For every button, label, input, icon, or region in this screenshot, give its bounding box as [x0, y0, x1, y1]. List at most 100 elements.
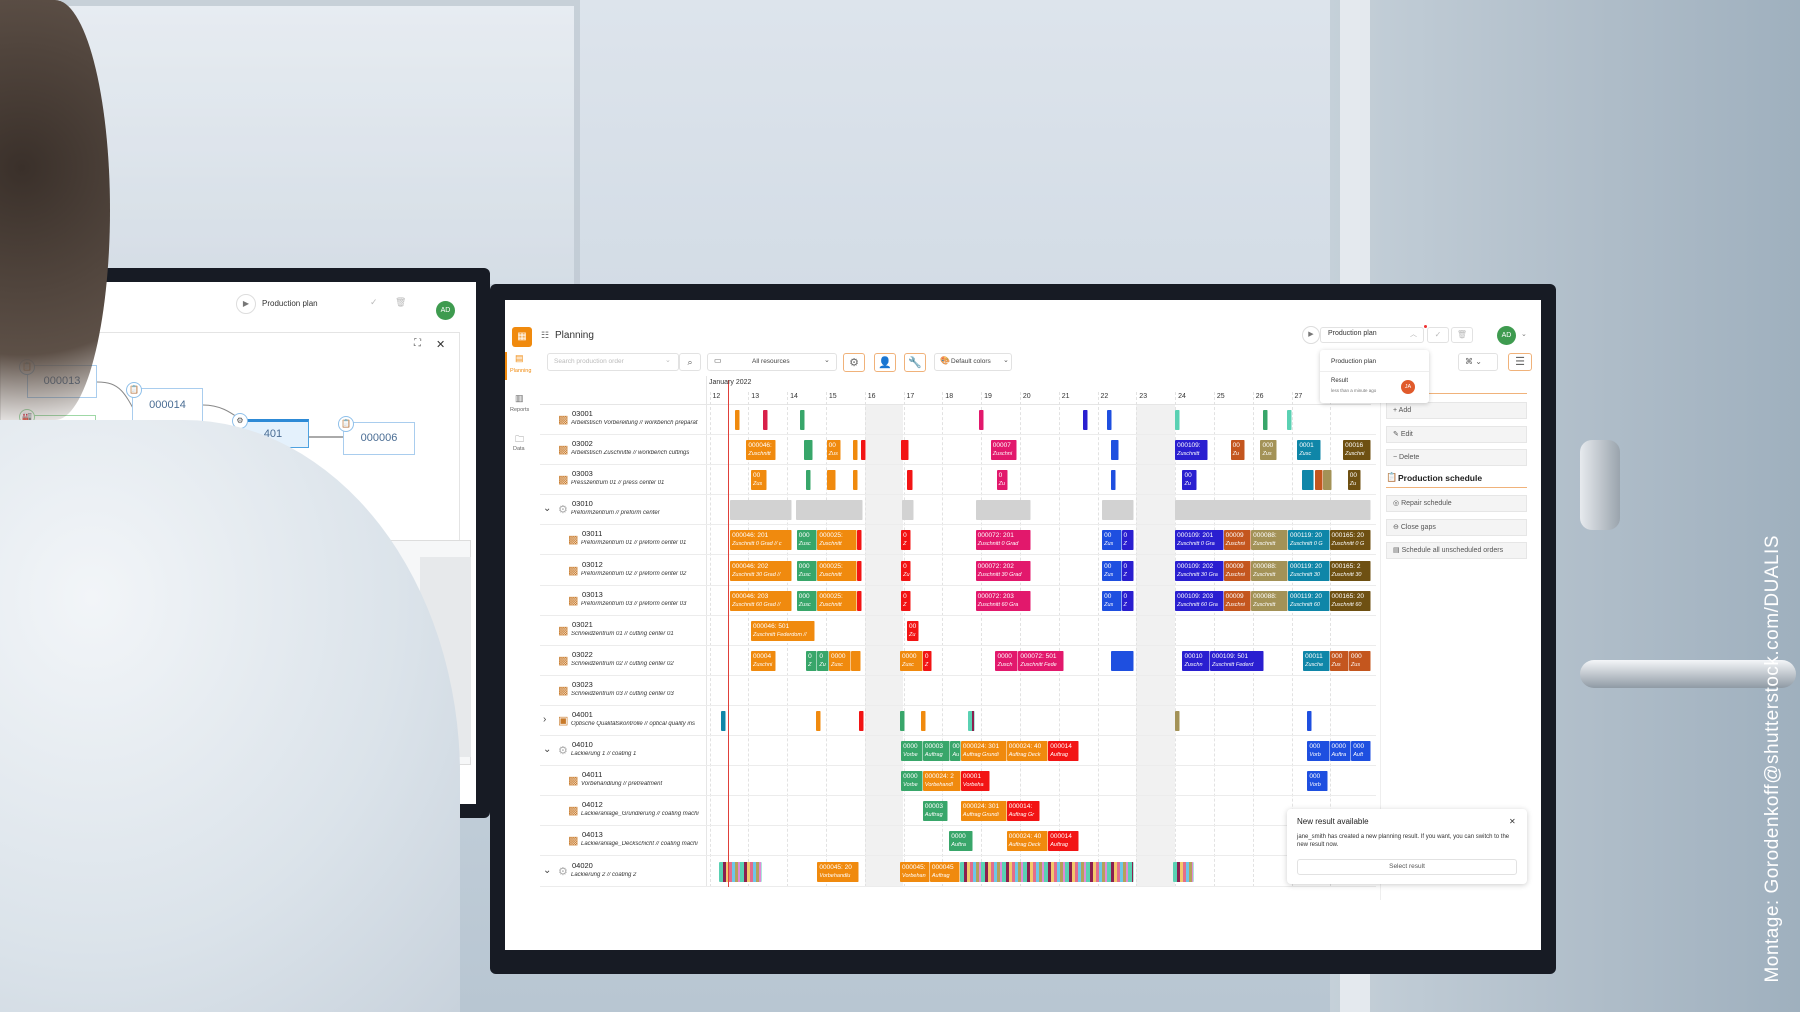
- panel-edit-button[interactable]: ✎ Edit: [1386, 425, 1527, 443]
- resource-row[interactable]: [540, 616, 1376, 646]
- gantt-bar[interactable]: 000088: Zuschnitt: [1251, 590, 1288, 611]
- schedule-action-button[interactable]: ⊖ Close gaps: [1386, 518, 1527, 536]
- gantt-bar[interactable]: [803, 440, 813, 461]
- gantt-bar[interactable]: 00004 Zuschni: [751, 650, 777, 671]
- gantt-bar[interactable]: [906, 470, 913, 491]
- gantt-bar[interactable]: [1111, 470, 1117, 491]
- gantt-bar[interactable]: [1082, 410, 1088, 430]
- gantt-bar[interactable]: [975, 500, 1031, 521]
- app-logo[interactable]: ▦: [512, 327, 532, 347]
- schedule-action-button[interactable]: ◎ Repair schedule: [1386, 495, 1527, 512]
- gantt-bar[interactable]: 00 Zu: [1230, 440, 1245, 461]
- gantt-bar[interactable]: 0000 Auftra: [949, 831, 974, 852]
- gantt-bar[interactable]: [1262, 410, 1268, 430]
- plan-option[interactable]: Production plan: [1331, 358, 1377, 365]
- resource-row[interactable]: [540, 525, 1376, 556]
- gantt-bar[interactable]: [853, 440, 859, 461]
- resource-row[interactable]: [540, 826, 1376, 857]
- gantt-bar[interactable]: 000024: 301 Auftrag Grundi: [960, 741, 1007, 762]
- gantt-bar[interactable]: 00 Zus: [751, 470, 767, 491]
- gantt-bar[interactable]: 000024: 301 Auftrag Grundi: [960, 801, 1007, 822]
- view-options-button[interactable]: ⌘ ⌄: [1458, 353, 1498, 371]
- gantt-bar[interactable]: 000119: 20 Zuschnitt 30: [1288, 560, 1330, 581]
- gantt-bar[interactable]: 000046: 501 Zuschnitt Federdom //: [751, 620, 816, 641]
- search-input[interactable]: [547, 353, 679, 371]
- tools-button[interactable]: 🔧: [904, 353, 926, 372]
- gantt-bar[interactable]: 000 Zusc: [796, 590, 818, 611]
- gantt-bar[interactable]: 000025: Zuschnitt: [817, 560, 857, 581]
- close-icon[interactable]: ✕: [436, 339, 446, 351]
- resource-row[interactable]: [540, 465, 1376, 496]
- left-avatar[interactable]: AD: [436, 301, 455, 320]
- gantt-bar[interactable]: 000109: 501 Zuschnitt Federd: [1210, 650, 1264, 671]
- left-check-icon[interactable]: ✓: [370, 297, 378, 307]
- gantt-bar[interactable]: [902, 500, 914, 521]
- gantt-bar[interactable]: [730, 500, 793, 521]
- gantt-bar[interactable]: [1102, 500, 1135, 521]
- gantt-bar[interactable]: [900, 711, 905, 731]
- gantt-bar[interactable]: 000119: 20 Zuschnitt 60: [1288, 590, 1330, 611]
- diagram-node[interactable]: 000014: [132, 388, 203, 423]
- gantt-bar[interactable]: [858, 711, 864, 731]
- gantt-bar[interactable]: [1175, 711, 1181, 731]
- gantt-bar[interactable]: 0000 Zusch: [995, 650, 1019, 671]
- select-result-button[interactable]: Select result: [1297, 859, 1517, 875]
- gantt-bar[interactable]: 000 Zusc: [796, 560, 818, 581]
- gantt-bar[interactable]: 0000 Zusc: [829, 650, 851, 671]
- gantt-bar[interactable]: 000046: 202 Zuschnitt 30 Grad //: [730, 560, 793, 581]
- gantt-bar[interactable]: 00010 Zuschn: [1182, 650, 1211, 671]
- close-icon[interactable]: ✕: [1509, 817, 1516, 826]
- gantt-bar[interactable]: [1286, 410, 1292, 430]
- gantt-bar[interactable]: 000165: 20 Zuschnitt 60: [1329, 590, 1371, 611]
- gantt-bar[interactable]: 000072: 202 Zuschnitt 30 Grad: [975, 560, 1031, 581]
- gantt-bar[interactable]: 000 Zus: [1260, 440, 1277, 461]
- gantt-bar[interactable]: 0000 Auftra: [1329, 741, 1352, 762]
- resource-row[interactable]: [540, 676, 1376, 706]
- gantt-bar[interactable]: [860, 440, 866, 461]
- nav-planning[interactable]: Planning: [510, 368, 532, 374]
- gantt-bar[interactable]: 000088: Zuschnitt: [1251, 530, 1288, 551]
- gantt-bar[interactable]: 00 Zu: [1182, 470, 1198, 491]
- gantt-bar[interactable]: 000109: 202 Zuschnitt 30 Gra: [1175, 560, 1224, 581]
- gantt-bar[interactable]: 000 Zus: [1329, 650, 1349, 671]
- gantt-bar[interactable]: 000025: Zuschnitt: [817, 530, 857, 551]
- gantt-bar[interactable]: [959, 861, 1135, 882]
- plan-select[interactable]: [1320, 327, 1424, 343]
- gantt-bar[interactable]: 000024: 2 Vorbehandl: [922, 771, 961, 792]
- gantt-bar[interactable]: [1173, 861, 1195, 882]
- gantt-bar[interactable]: 00 Zus: [1102, 560, 1122, 581]
- gantt-bar[interactable]: [795, 500, 864, 521]
- gantt-bar[interactable]: [816, 711, 822, 731]
- nav-data[interactable]: Data: [513, 446, 525, 452]
- chevron-right-icon[interactable]: ›: [543, 714, 547, 725]
- gantt-bar[interactable]: [1175, 410, 1181, 430]
- gantt-bar[interactable]: 000045: 20 Vorbehandlu: [817, 861, 859, 882]
- gantt-bar[interactable]: 00 Zus: [1102, 590, 1122, 611]
- gantt-bar[interactable]: 000109: Zuschnitt: [1175, 440, 1208, 461]
- avatar[interactable]: AD: [1497, 326, 1516, 345]
- gantt-bar[interactable]: [1106, 410, 1112, 430]
- chevron-down-icon[interactable]: ⌄: [543, 864, 552, 876]
- resource-row[interactable]: [540, 586, 1376, 616]
- gantt-bar[interactable]: 000014: Auftrag Gr: [1006, 801, 1041, 822]
- delete-plan-button[interactable]: 🗑: [1451, 327, 1473, 343]
- avatar-chevron-icon[interactable]: ⌄: [1521, 331, 1527, 338]
- gantt-bar[interactable]: 00 Zus: [826, 440, 842, 461]
- gantt-bar[interactable]: 000 Vorb: [1307, 771, 1329, 792]
- gantt-bar[interactable]: 00003 Auftrag: [922, 741, 951, 762]
- left-plan-select[interactable]: Production plan: [262, 299, 318, 308]
- panel-add-button[interactable]: + Add: [1386, 402, 1527, 419]
- gantt-bar[interactable]: 000046: 201 Zuschnitt 0 Grad // c: [730, 530, 793, 551]
- gantt-bar[interactable]: 00011 Zusche: [1303, 650, 1330, 671]
- gantt-bar[interactable]: 000109: 201 Zuschnitt 0 Gra: [1175, 530, 1224, 551]
- gantt-bar[interactable]: [1175, 500, 1371, 521]
- diagram-node[interactable]: 000006: [343, 422, 415, 455]
- gantt-bar[interactable]: 00 Zus: [1102, 530, 1122, 551]
- gantt-bar[interactable]: 0000 Vorbe: [901, 741, 923, 762]
- gantt-bar[interactable]: 00 Au: [950, 741, 961, 762]
- left-trash-icon[interactable]: 🗑: [395, 297, 407, 307]
- resource-row[interactable]: [540, 495, 1376, 526]
